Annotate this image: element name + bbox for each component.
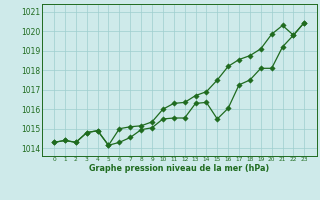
X-axis label: Graphe pression niveau de la mer (hPa): Graphe pression niveau de la mer (hPa) [89,164,269,173]
